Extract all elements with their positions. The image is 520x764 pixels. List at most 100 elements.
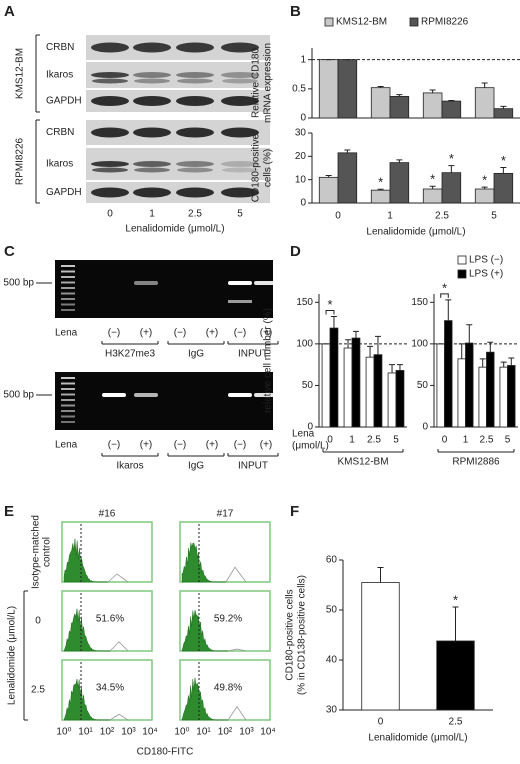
error-bar xyxy=(377,188,384,191)
y-tick-label: 150 xyxy=(411,297,428,308)
band xyxy=(91,187,129,198)
bar xyxy=(351,337,361,428)
bar xyxy=(370,189,391,204)
significance: * xyxy=(442,280,447,295)
band xyxy=(222,78,258,84)
group-label: Ikaros xyxy=(116,461,143,472)
dna-band xyxy=(254,393,278,397)
band xyxy=(177,78,213,84)
y-tick-label: 100 xyxy=(411,339,428,350)
band xyxy=(133,127,171,138)
legend-swatch xyxy=(409,17,419,27)
bar xyxy=(486,351,495,428)
x-tick-label: 10⁴ xyxy=(260,727,275,738)
x-tick-label: 10³ xyxy=(121,727,136,738)
error-bar xyxy=(325,174,332,178)
significance: * xyxy=(482,173,487,188)
band xyxy=(133,96,171,106)
ladder-band xyxy=(61,281,75,284)
dna-band xyxy=(254,281,278,285)
lane-label: (+) xyxy=(206,328,219,339)
error-bar xyxy=(479,358,486,368)
ladder-band xyxy=(61,292,75,295)
ladder-band xyxy=(61,404,75,407)
bar xyxy=(361,582,400,711)
histogram xyxy=(181,677,228,721)
bracket xyxy=(440,293,449,298)
error-bar xyxy=(487,341,494,353)
error-bar xyxy=(367,345,374,358)
x-tick-label: 10⁰ xyxy=(56,727,71,738)
y-tick-label: 40 xyxy=(326,655,338,666)
band xyxy=(133,161,171,167)
group-label: KMS12-BM xyxy=(337,457,388,468)
row-label: CRBN xyxy=(46,42,74,53)
percentage: 49.8% xyxy=(214,683,242,694)
lane-label: 5 xyxy=(237,209,243,220)
bar xyxy=(441,172,462,204)
bar xyxy=(329,327,339,428)
panel-letter: A xyxy=(4,3,15,20)
dna-band xyxy=(228,393,252,397)
x-label: Lenalidomide (μmol/L) xyxy=(368,733,467,744)
histogram-tail xyxy=(107,573,129,583)
x-tick-label: 10⁰ xyxy=(174,727,189,738)
significance: * xyxy=(501,153,506,168)
bar xyxy=(387,372,397,428)
bar xyxy=(395,370,405,428)
ladder-band xyxy=(61,309,75,311)
gel xyxy=(55,260,273,318)
panel-letter: D xyxy=(290,243,301,260)
legend-label: KMS12-BM xyxy=(336,17,387,28)
band xyxy=(91,161,129,167)
y-tick-label: 10 xyxy=(295,174,307,185)
error-bar xyxy=(445,299,452,321)
percentage: 34.5% xyxy=(96,683,124,694)
band xyxy=(221,42,259,53)
x-label: Lenalidomide (μmol/L) xyxy=(366,227,465,238)
bar xyxy=(343,347,353,428)
bar xyxy=(465,342,474,428)
column-label: #17 xyxy=(217,509,234,520)
x-label: (μmol/L) xyxy=(292,441,329,452)
dna-band xyxy=(102,393,126,397)
histogram xyxy=(181,610,228,652)
bar xyxy=(436,640,475,711)
error-bar xyxy=(352,330,359,339)
y-tick-label: 100 xyxy=(296,339,313,350)
ladder-band xyxy=(61,276,75,278)
x-tick-label: 0 xyxy=(335,211,341,222)
y-tick-label: 60 xyxy=(326,555,338,566)
x-label: Lena xyxy=(292,429,315,440)
error-bar xyxy=(330,315,337,329)
x-tick-label: 5 xyxy=(393,435,399,446)
lane-label: (−) xyxy=(108,440,121,451)
x-tick-label: 10¹ xyxy=(196,727,211,738)
dna-band xyxy=(134,393,158,397)
ladder-band xyxy=(61,415,75,418)
x-tick-label: 2.5 xyxy=(480,435,494,446)
x-tick-label: 1 xyxy=(463,435,469,446)
x-tick-label: 10³ xyxy=(239,727,254,738)
ladder-band xyxy=(61,399,75,401)
error-bar xyxy=(452,606,459,641)
error-bar xyxy=(500,105,507,109)
lane-label: (+) xyxy=(206,440,219,451)
error-bar xyxy=(448,165,455,173)
legend-swatch xyxy=(457,255,467,265)
x-tick-label: 1 xyxy=(387,211,393,222)
legend-label: LPS (+) xyxy=(469,269,503,280)
group-label: IgG xyxy=(188,349,204,360)
error-bar xyxy=(429,185,436,189)
band xyxy=(221,72,259,78)
lane-label: (−) xyxy=(174,328,187,339)
row-label: control xyxy=(42,537,53,567)
legend-swatch xyxy=(324,17,334,27)
lane-label: (+) xyxy=(140,328,153,339)
gel xyxy=(55,372,273,430)
ladder-band xyxy=(61,377,75,379)
y-tick-label: 0.5 xyxy=(292,83,306,94)
error-bar xyxy=(377,567,384,583)
x-tick-label: 5 xyxy=(491,211,497,222)
percentage: 51.6% xyxy=(96,614,124,625)
